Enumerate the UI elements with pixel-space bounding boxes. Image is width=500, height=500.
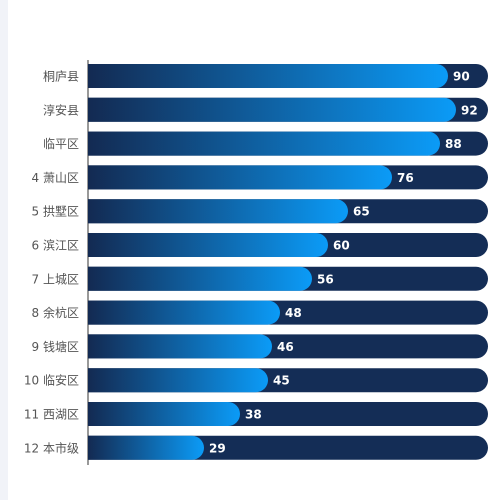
- bar-row: 4 萧山区 76: [32, 165, 488, 190]
- bar: [88, 435, 204, 460]
- value-label: 88: [445, 137, 462, 151]
- value-label: 90: [453, 70, 470, 84]
- value-label: 38: [245, 408, 262, 422]
- bar-row: 桐庐县 90: [43, 64, 488, 88]
- category-label: 12 本市级: [24, 440, 79, 455]
- value-label: 92: [461, 103, 478, 117]
- category-label: 6 滨江区: [32, 238, 79, 253]
- category-label: 7 上城区: [32, 272, 79, 286]
- bar-row: 10 临安区 45: [24, 368, 488, 393]
- value-label: 45: [273, 374, 290, 388]
- bar-row: 11 西湖区 38: [24, 402, 488, 426]
- bar: [88, 97, 456, 122]
- bar-row: 9 钱塘区 46: [32, 334, 488, 359]
- bar: [88, 233, 328, 257]
- value-label: 76: [397, 171, 414, 185]
- category-label: 11 西湖区: [24, 407, 79, 422]
- category-label: 8 余杭区: [32, 305, 79, 320]
- bar: [88, 64, 448, 88]
- category-label: 4 萧山区: [32, 171, 79, 185]
- bar-row: 12 本市级 29: [24, 435, 488, 460]
- bar-row: 8 余杭区 48: [32, 300, 488, 325]
- bar-row: 7 上城区 56: [32, 266, 488, 291]
- value-label: 29: [209, 441, 226, 455]
- category-label: 9 钱塘区: [32, 339, 79, 354]
- value-label: 56: [317, 272, 334, 286]
- bar-row: 6 滨江区 60: [32, 233, 488, 257]
- value-label: 46: [277, 340, 294, 354]
- bar: [88, 402, 240, 426]
- value-label: 65: [353, 205, 370, 219]
- category-label: 桐庐县: [43, 69, 79, 84]
- bar: [88, 131, 440, 156]
- bar: [88, 199, 348, 224]
- category-label: 淳安县: [43, 102, 79, 117]
- category-label: 5 拱墅区: [32, 205, 79, 219]
- bar: [88, 334, 272, 359]
- bar: [88, 368, 268, 393]
- value-label: 60: [333, 239, 350, 253]
- bar: [88, 165, 392, 190]
- bar: [88, 266, 312, 291]
- value-label: 48: [285, 306, 302, 320]
- bar-row: 淳安县 92: [43, 97, 488, 122]
- bar-row: 临平区 88: [43, 131, 488, 156]
- category-label: 临平区: [43, 137, 79, 151]
- category-label: 10 临安区: [24, 373, 79, 388]
- bar-row: 5 拱墅区 65: [32, 199, 488, 224]
- bar: [88, 300, 280, 325]
